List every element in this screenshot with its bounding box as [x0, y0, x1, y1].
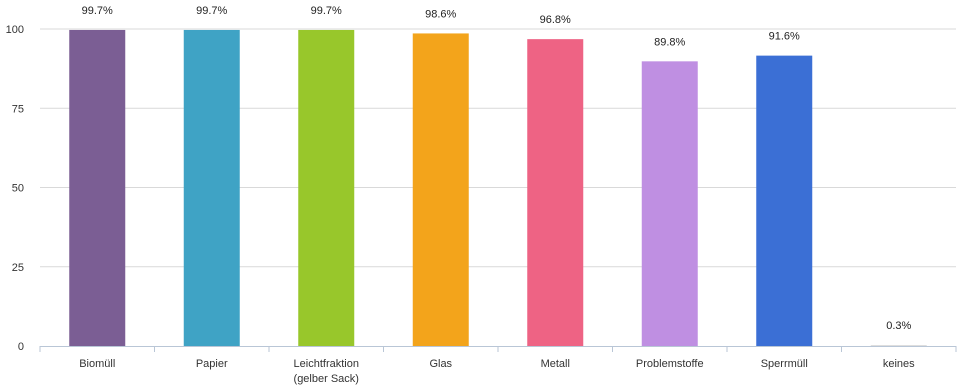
gridlines — [40, 28, 956, 268]
category-label: Sperrmüll — [761, 358, 808, 370]
category-label: Biomüll — [79, 358, 115, 370]
category-label: keines — [883, 358, 915, 370]
bar — [870, 345, 927, 346]
bar — [641, 61, 698, 347]
x-axis — [39, 346, 957, 352]
y-tick-label: 75 — [12, 103, 24, 115]
bars — [69, 29, 927, 347]
bar-value-label: 99.7% — [82, 5, 113, 17]
value-labels: 99.7% 99.7% 99.7% 98.6% 96.8% 89.8% 91.6% 0.3% — [82, 5, 912, 332]
y-tick-label: 100 — [6, 24, 24, 36]
bar — [183, 29, 240, 347]
bar — [527, 39, 584, 346]
y-tick-label: 50 — [12, 183, 24, 195]
bar-value-label: 0.3% — [886, 320, 911, 332]
bar-value-label: 98.6% — [425, 8, 456, 20]
bar-value-label: 91.6% — [769, 31, 800, 43]
category-labels: Biomüll Papier Leichtfraktion (gelber Sack)… — [79, 358, 915, 385]
bar-value-label: 99.7% — [311, 5, 342, 17]
category-label: Problemstoffe — [636, 358, 704, 370]
bar-value-label: 89.8% — [654, 36, 685, 48]
category-label: Papier — [196, 358, 228, 370]
category-label: Metall — [541, 358, 570, 370]
y-tick-label: 25 — [12, 262, 24, 274]
bar — [69, 29, 126, 347]
bar-value-label: 99.7% — [196, 5, 227, 17]
bar — [298, 29, 355, 347]
bar — [756, 55, 813, 347]
bar-value-label: 96.8% — [540, 14, 571, 26]
category-label: (gelber Sack) — [294, 373, 359, 385]
y-tick-label: 0 — [18, 341, 24, 353]
category-label: Leichtfraktion — [294, 358, 359, 370]
category-label: Glas — [429, 358, 452, 370]
bar — [412, 33, 469, 347]
y-axis-ticks: 0 25 50 75 100 — [6, 24, 24, 353]
